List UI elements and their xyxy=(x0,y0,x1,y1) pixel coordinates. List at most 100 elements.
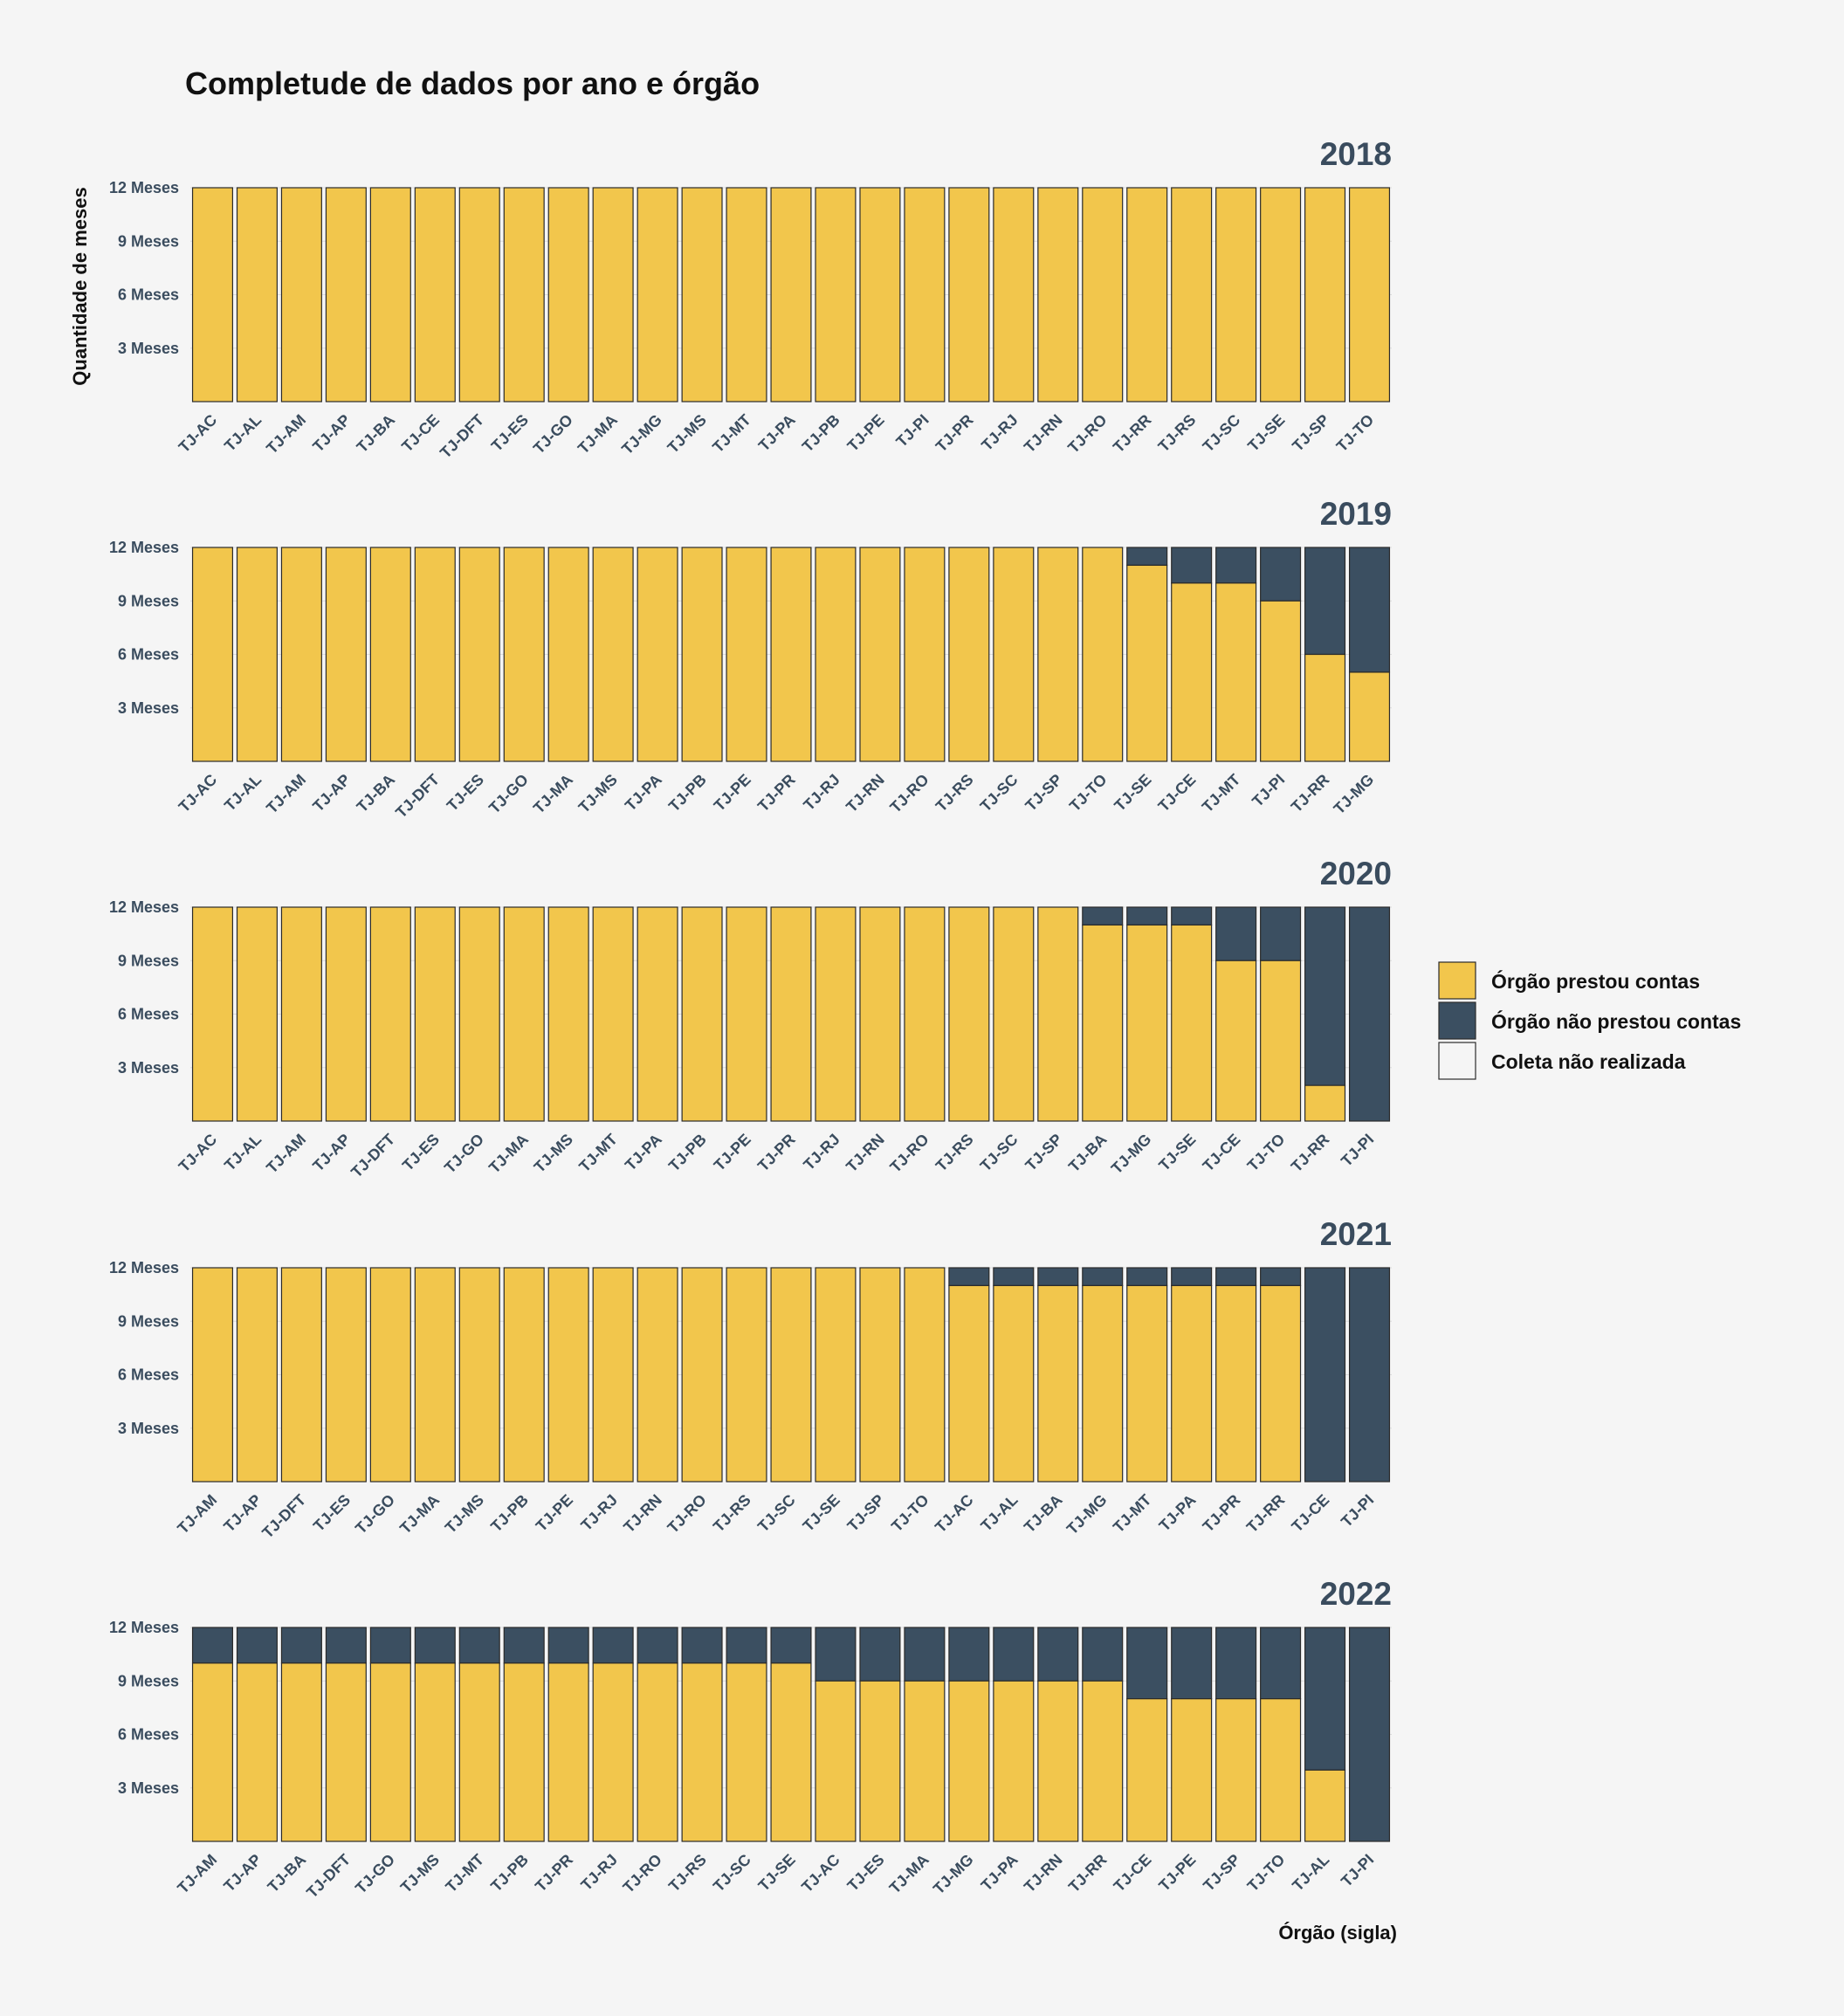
bar-prestou-TJ-SC xyxy=(993,547,1035,762)
x-tick-label: TJ-PA xyxy=(622,1131,665,1174)
bar-prestou-TJ-SP xyxy=(859,1267,901,1483)
bar-prestou-TJ-MT xyxy=(458,1662,500,1842)
x-tick-label: TJ-RN xyxy=(843,1131,888,1176)
x-tick-label: TJ-RR xyxy=(1110,411,1155,457)
x-tick-label: TJ-RO xyxy=(620,1851,665,1896)
x-tick-label: TJ-PI xyxy=(1338,1491,1377,1531)
x-tick-label: TJ-RS xyxy=(932,771,977,815)
y-tick-label: 3 Meses xyxy=(118,340,179,357)
bar-prestou-TJ-PA xyxy=(1171,1284,1213,1483)
panel-title-2018: 2018 xyxy=(1320,136,1392,172)
x-tick-label: TJ-PE xyxy=(533,1491,576,1535)
bar-prestou-TJ-SP xyxy=(1037,547,1079,762)
bar-nao-prestou-TJ-AM xyxy=(191,1627,234,1664)
x-tick-label: TJ-PI xyxy=(1338,1131,1377,1170)
x-axis-label: Órgão (sigla) xyxy=(1278,1922,1397,1944)
x-tick-label: TJ-SE xyxy=(755,1851,799,1895)
x-tick-label: TJ-CE xyxy=(1288,1491,1332,1536)
y-tick-label: 12 Meses xyxy=(109,179,179,196)
x-tick-label: TJ-BA xyxy=(354,411,399,457)
x-tick-label: TJ-RR xyxy=(1288,1131,1333,1176)
bar-prestou-TJ-RR xyxy=(1304,1084,1346,1122)
y-tick-label: 12 Meses xyxy=(109,1259,179,1276)
bar-prestou-TJ-AP xyxy=(236,1267,278,1483)
y-tick-label: 3 Meses xyxy=(118,1420,179,1437)
x-tick-label: TJ-PE xyxy=(711,1131,754,1174)
x-tick-label: TJ-MS xyxy=(442,1491,487,1537)
bar-prestou-TJ-SE xyxy=(770,1662,812,1842)
x-tick-label: TJ-RN xyxy=(620,1491,665,1537)
x-tick-label: TJ-ES xyxy=(310,1491,354,1535)
bar-prestou-TJ-DFT xyxy=(414,547,456,762)
legend-label-nao_prestou: Órgão não prestou contas xyxy=(1491,1009,1741,1033)
x-tick-label: TJ-AM xyxy=(174,1491,220,1538)
x-tick-label: TJ-DFT xyxy=(437,411,487,462)
x-tick-label: TJ-DFT xyxy=(347,1131,398,1181)
y-tick-label: 9 Meses xyxy=(118,952,179,969)
bar-nao-prestou-TJ-TO xyxy=(1260,1627,1302,1700)
bar-prestou-TJ-SP xyxy=(1215,1698,1257,1842)
bar-prestou-TJ-ES xyxy=(414,906,456,1122)
bar-prestou-TJ-ES xyxy=(503,187,545,403)
bar-prestou-TJ-ES xyxy=(458,547,500,762)
x-tick-label: TJ-MG xyxy=(1063,1491,1111,1538)
x-tick-label: TJ-MT xyxy=(575,1131,621,1176)
x-tick-label: TJ-SE xyxy=(1155,1131,1199,1174)
bar-prestou-TJ-RR xyxy=(1126,187,1168,403)
bar-nao-prestou-TJ-PI xyxy=(1260,547,1302,602)
bar-prestou-TJ-PE xyxy=(726,547,767,762)
bar-prestou-TJ-AP xyxy=(325,547,367,762)
x-tick-label: TJ-TO xyxy=(888,1491,932,1536)
x-tick-label: TJ-AC xyxy=(798,1851,843,1896)
bar-prestou-TJ-RS xyxy=(1171,187,1213,403)
bar-prestou-TJ-SE xyxy=(1126,564,1168,762)
bar-nao-prestou-TJ-SE xyxy=(770,1627,812,1664)
y-tick-label: 6 Meses xyxy=(118,646,179,664)
bar-prestou-TJ-MT xyxy=(726,187,767,403)
bar-nao-prestou-TJ-PA xyxy=(1171,1267,1213,1287)
bar-prestou-TJ-BA xyxy=(369,187,411,403)
bar-nao-prestou-TJ-AL xyxy=(993,1267,1035,1287)
bar-prestou-TJ-AL xyxy=(236,187,278,403)
bar-nao-prestou-TJ-AC xyxy=(815,1627,857,1682)
bar-nao-prestou-TJ-PA xyxy=(993,1627,1035,1682)
bar-nao-prestou-TJ-RR xyxy=(1304,547,1346,656)
bar-prestou-TJ-TO xyxy=(1348,187,1391,403)
bar-prestou-TJ-RS xyxy=(948,547,990,762)
x-tick-label: TJ-AC xyxy=(175,411,221,457)
x-tick-label: TJ-RO xyxy=(886,771,932,816)
x-tick-label: TJ-PI xyxy=(1249,771,1288,810)
bar-nao-prestou-TJ-AL xyxy=(1304,1627,1346,1771)
x-tick-label: TJ-MA xyxy=(886,1851,932,1897)
bar-prestou-TJ-RR xyxy=(1082,1680,1124,1842)
bar-nao-prestou-TJ-AP xyxy=(236,1627,278,1664)
panel-title-2020: 2020 xyxy=(1320,856,1392,891)
bar-nao-prestou-TJ-RS xyxy=(681,1627,723,1664)
x-tick-label: TJ-RS xyxy=(932,1131,977,1175)
bar-nao-prestou-TJ-RO xyxy=(636,1627,678,1664)
x-tick-label: TJ-SP xyxy=(1022,771,1065,815)
x-tick-label: TJ-RJ xyxy=(577,1491,621,1535)
bar-prestou-TJ-DFT xyxy=(458,187,500,403)
bar-nao-prestou-TJ-MT xyxy=(458,1627,500,1664)
x-tick-label: TJ-RR xyxy=(1065,1851,1111,1896)
bar-nao-prestou-TJ-SP xyxy=(1215,1627,1257,1700)
x-tick-label: TJ-CE xyxy=(1200,1131,1244,1175)
bar-prestou-TJ-MG xyxy=(1126,924,1168,1122)
bar-nao-prestou-TJ-RR xyxy=(1082,1627,1124,1682)
bar-prestou-TJ-PA xyxy=(636,547,678,762)
x-tick-label: TJ-PE xyxy=(711,771,754,815)
x-tick-label: TJ-PR xyxy=(754,1131,799,1175)
x-tick-label: TJ-RN xyxy=(1021,1851,1066,1896)
bar-prestou-TJ-MA xyxy=(414,1267,456,1483)
x-tick-label: TJ-AC xyxy=(175,771,221,816)
bar-prestou-TJ-PA xyxy=(770,187,812,403)
x-tick-label: TJ-AM xyxy=(263,1131,309,1177)
bar-prestou-TJ-PR xyxy=(770,906,812,1122)
bar-nao-prestou-TJ-PR xyxy=(1215,1267,1257,1287)
bar-prestou-TJ-BA xyxy=(280,1662,322,1842)
x-tick-label: TJ-AL xyxy=(221,1131,265,1174)
